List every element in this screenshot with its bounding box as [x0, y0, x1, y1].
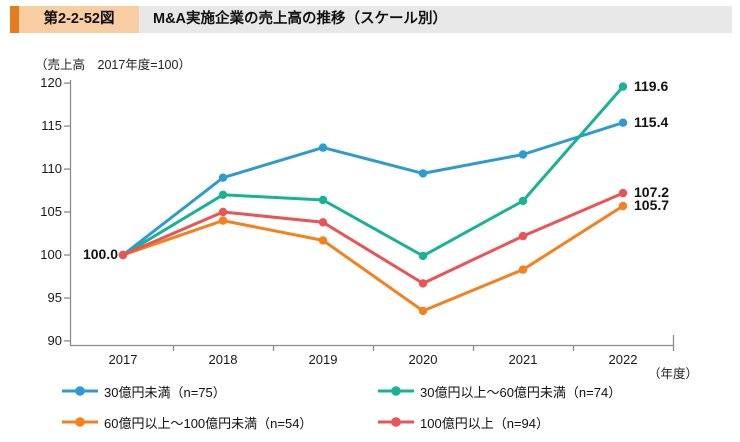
- y-tick-label: 105: [40, 204, 62, 220]
- series-line-1: [121, 85, 625, 258]
- legend-item: 60億円以上〜100億円未満（n=54）: [60, 414, 313, 431]
- x-tick-label: 2021: [508, 352, 538, 367]
- legend-label: 30億円未満（n=75）: [104, 384, 226, 400]
- legend-label: 30億円以上〜60億円未満（n=74）: [420, 384, 622, 400]
- y-tick-label: 100: [40, 247, 62, 262]
- y-tick-label: 110: [41, 161, 62, 177]
- x-tick-label: 2020: [408, 352, 438, 367]
- data-label-start: 100.0: [82, 246, 118, 262]
- data-point: [418, 251, 428, 261]
- x-tick-label: 2022: [608, 352, 638, 367]
- data-label-end: 119.6: [634, 77, 669, 94]
- y-tick-label: 95: [47, 289, 62, 305]
- legend-swatch-icon: [378, 386, 414, 396]
- data-point: [218, 173, 228, 182]
- y-tick-label: 120: [40, 75, 62, 91]
- data-point: [118, 250, 128, 260]
- x-tick-label: 2018: [208, 352, 238, 367]
- header-accent-bar: [10, 6, 19, 33]
- data-point: [218, 190, 228, 199]
- legend-item: 30億円以上〜60億円未満（n=74）: [376, 383, 622, 400]
- data-point: [518, 265, 528, 274]
- data-point: [618, 188, 628, 198]
- legend-label: 100億円以上（n=94）: [420, 415, 549, 431]
- x-tick-label: 2019: [308, 352, 338, 367]
- data-point: [318, 218, 328, 227]
- data-point: [418, 306, 428, 316]
- y-axis-unit-label: （売上高 2017年度=100）: [35, 58, 191, 72]
- y-tick-label: 115: [41, 118, 62, 134]
- legend-swatch-icon: [62, 386, 98, 396]
- legend-swatch-icon: [378, 417, 414, 427]
- data-point: [318, 195, 328, 205]
- figure-header: 第2-2-52図 M&A実施企業の売上高の推移（スケール別）: [10, 6, 732, 33]
- data-point: [418, 279, 428, 288]
- data-point: [418, 169, 428, 178]
- x-tick-label: 2017: [108, 352, 138, 367]
- data-point: [618, 118, 628, 127]
- data-point: [518, 150, 528, 159]
- data-label-end: 105.7: [634, 197, 670, 214]
- data-point: [218, 216, 228, 225]
- legend-label: 60億円以上〜100億円未満（n=54）: [104, 415, 313, 431]
- data-point: [318, 236, 328, 245]
- data-point: [218, 207, 228, 217]
- data-point: [618, 201, 628, 211]
- legend-item: 30億円未満（n=75）: [60, 383, 226, 400]
- data-label-end: 107.2: [634, 184, 670, 201]
- data-label-end: 115.4: [634, 113, 669, 130]
- data-point: [518, 196, 528, 206]
- line-chart: [64, 80, 675, 351]
- figure-title: M&A実施企業の売上高の推移（スケール別）: [139, 6, 732, 33]
- data-point: [518, 231, 528, 241]
- series-line-0: [121, 121, 625, 257]
- series-line-2: [121, 204, 625, 313]
- series-line-3: [121, 191, 625, 285]
- legend-swatch-icon: [62, 417, 98, 427]
- legend-item: 100億円以上（n=94）: [376, 414, 549, 431]
- data-point: [318, 143, 328, 152]
- y-tick-label: 90: [47, 332, 62, 348]
- x-axis-unit-label: （年度）: [648, 367, 699, 381]
- data-point: [618, 82, 628, 91]
- figure-number: 第2-2-52図: [19, 6, 139, 33]
